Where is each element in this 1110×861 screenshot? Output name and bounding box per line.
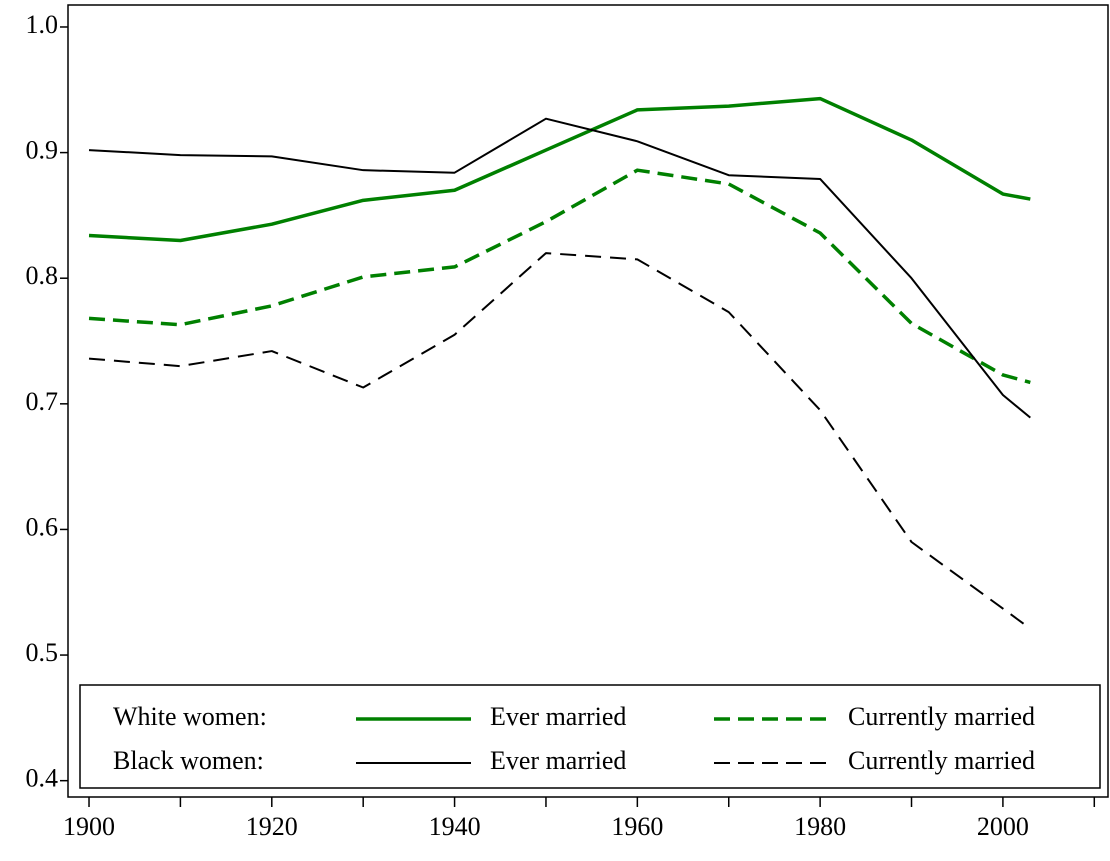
legend-box (79, 684, 1101, 789)
y-tick-label: 0.4 (26, 764, 59, 793)
y-tick-label: 0.7 (26, 387, 59, 416)
series-line (88, 252, 1031, 630)
y-tick-label: 0.5 (26, 638, 59, 667)
y-tick-label: 0.9 (26, 136, 59, 165)
x-tick-label: 1980 (794, 812, 846, 841)
plot-frame (67, 4, 1109, 798)
y-tick-label: 0.6 (26, 512, 59, 541)
x-tick-label: 1920 (246, 812, 298, 841)
y-tick-label: 0.8 (26, 261, 59, 290)
x-tick-label: 2000 (977, 812, 1029, 841)
series-line (88, 168, 1031, 385)
y-tick-label: 1.0 (26, 10, 59, 39)
x-tick-label: 1900 (63, 812, 115, 841)
series-line (88, 117, 1031, 419)
legend-label: Ever married (490, 702, 626, 731)
x-tick-label: 1960 (611, 812, 663, 841)
legend-label: Currently married (848, 702, 1035, 731)
x-tick-label: 1940 (429, 812, 481, 841)
series-line (88, 96, 1031, 243)
legend-group-label: White women: (113, 702, 267, 731)
legend-group-label: Black women: (113, 746, 264, 775)
legend-label: Currently married (848, 746, 1035, 775)
legend-label: Ever married (490, 746, 626, 775)
